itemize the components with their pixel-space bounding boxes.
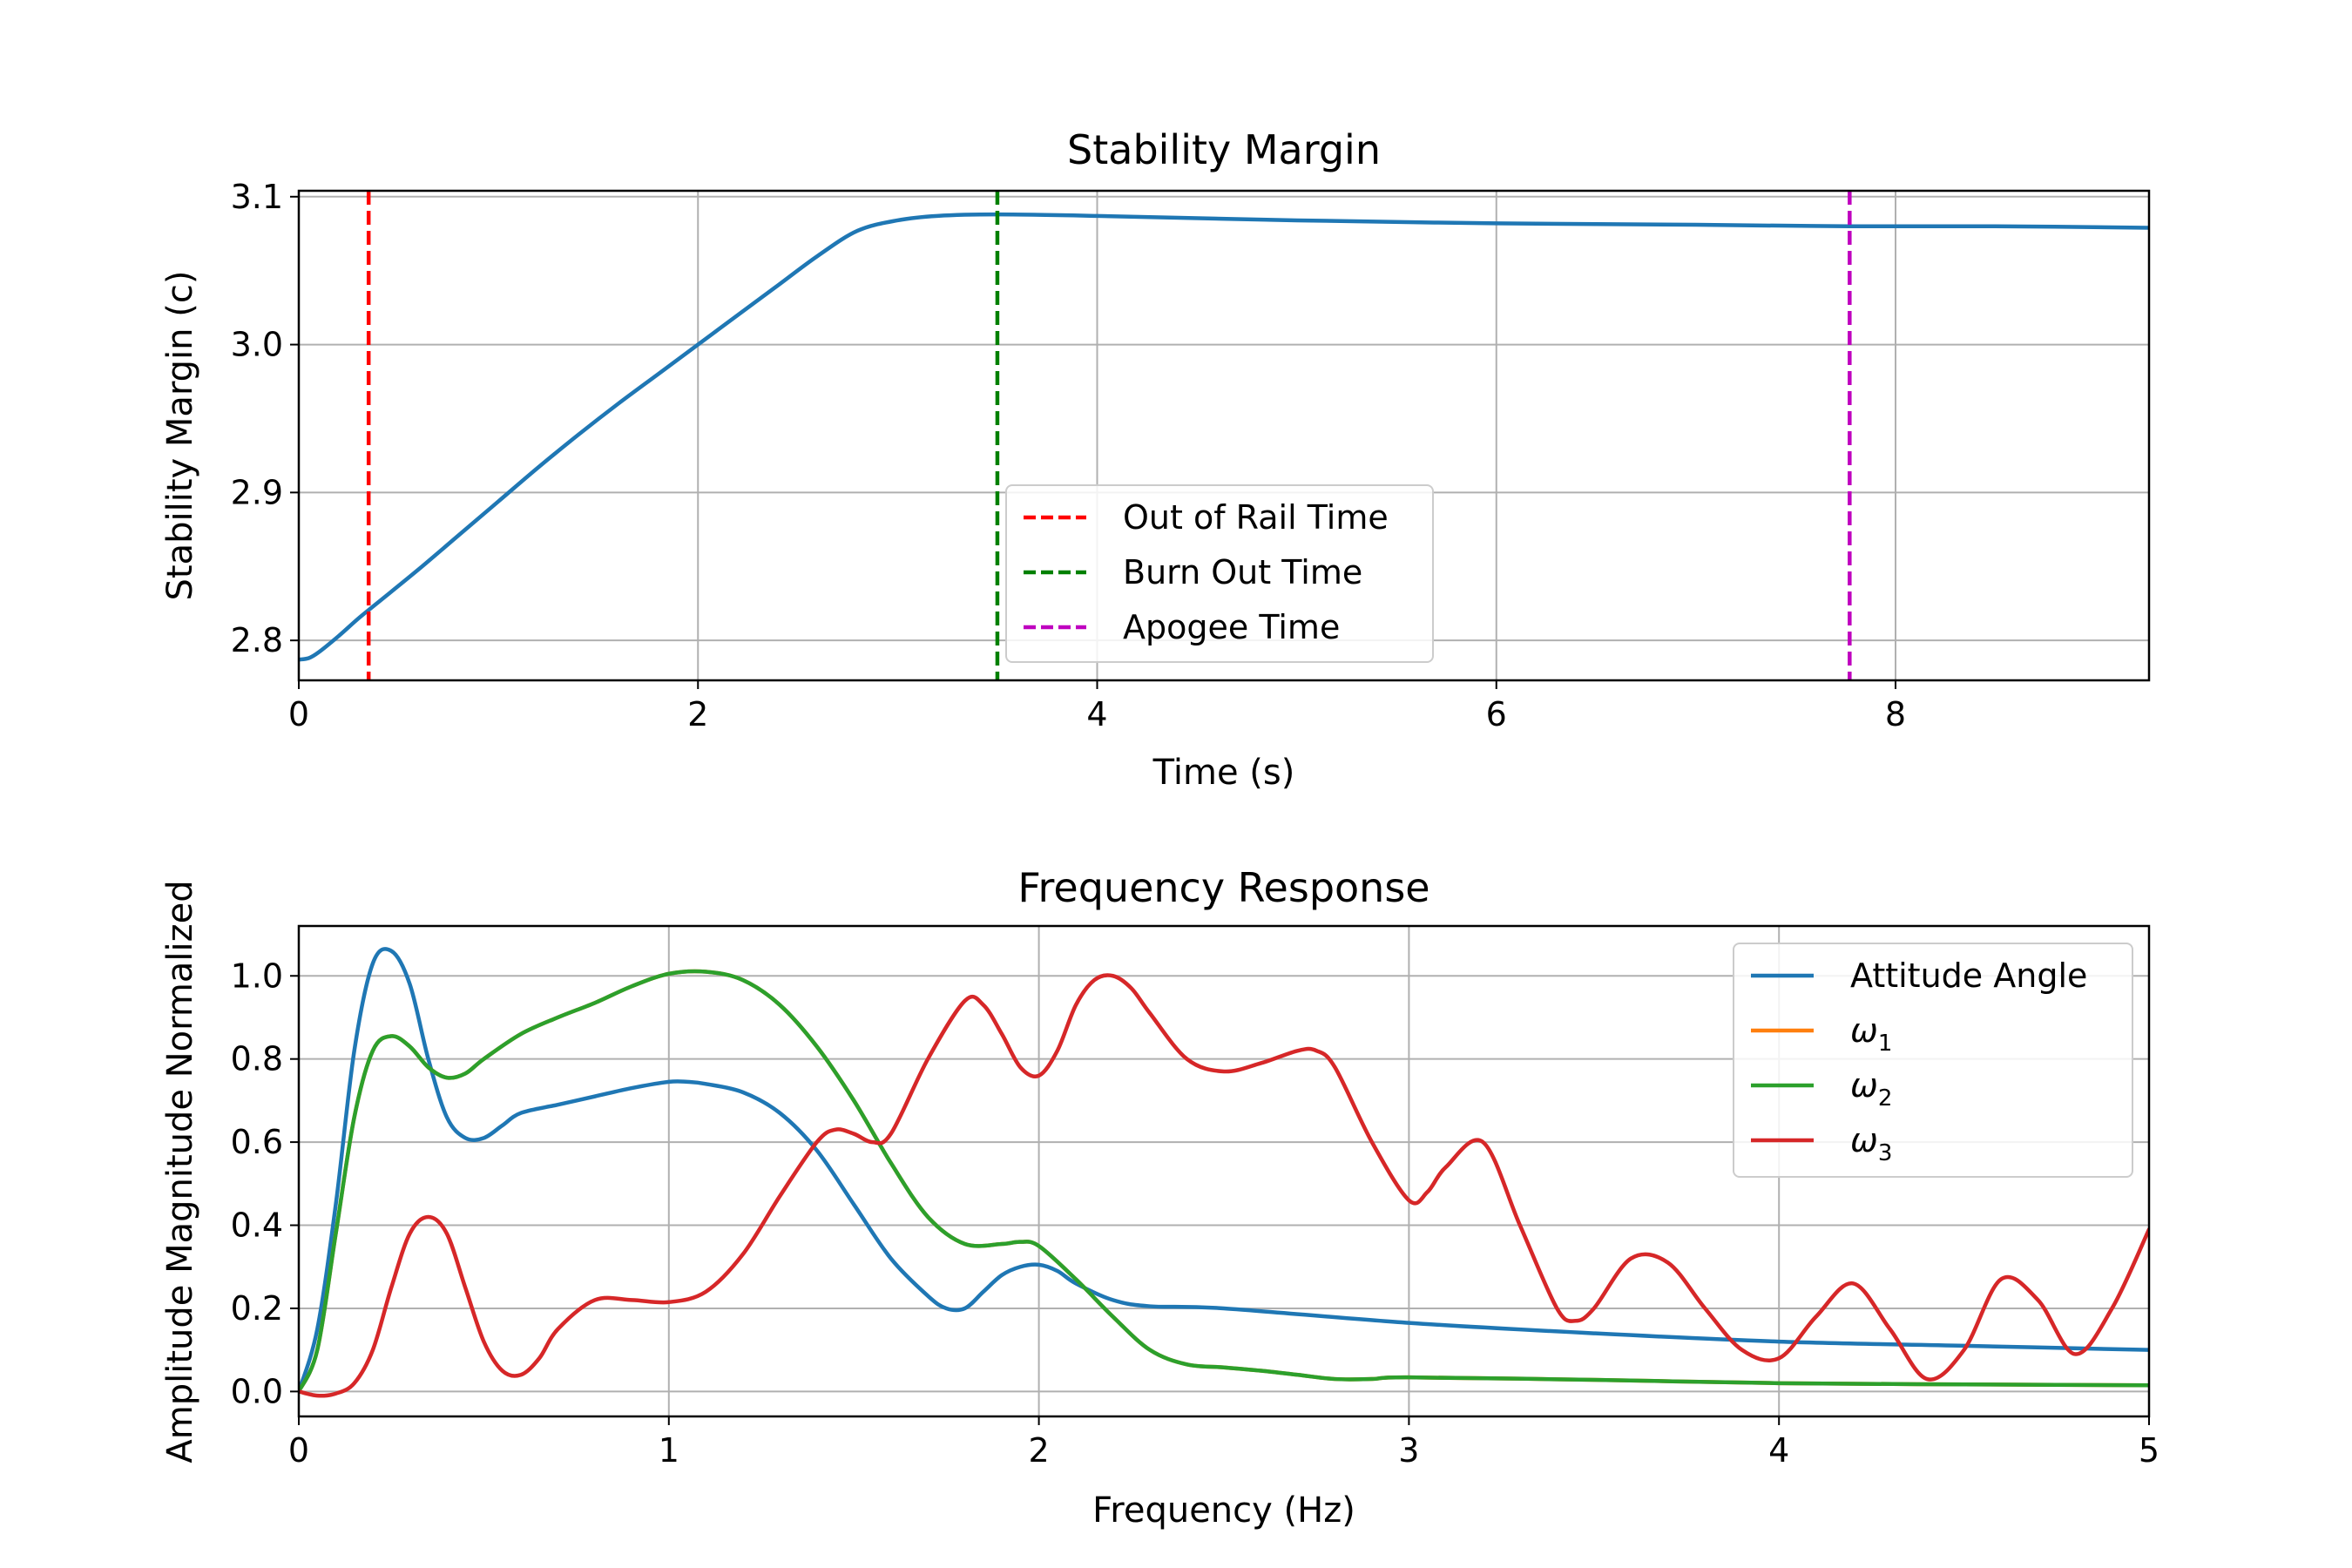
- chart-title: Frequency Response: [1017, 864, 1429, 911]
- x-tick-label: 2: [1029, 1431, 1050, 1470]
- y-tick-label: 0.0: [231, 1372, 283, 1410]
- x-tick-label: 0: [288, 695, 309, 733]
- y-tick-label: 3.1: [231, 178, 283, 216]
- y-tick-label: 1.0: [231, 956, 283, 995]
- y-tick-label: 0.6: [231, 1123, 283, 1161]
- legend-label: ω1: [1850, 1011, 1892, 1057]
- x-tick-label: 8: [1885, 695, 1906, 733]
- frequency-response-chart: Frequency Response 0 1 2 3 4 5 0.0 0.2 0.4 0.6 0.8…: [160, 864, 2159, 1531]
- plot-area: [299, 191, 2149, 680]
- legend: Out of Rail Time Burn Out Time Apogee Time: [1005, 484, 1434, 663]
- y-tick-label: 0.2: [231, 1289, 283, 1328]
- legend-label: Attitude Angle: [1850, 956, 2087, 995]
- x-axis-label: Time (s): [1152, 753, 1295, 793]
- y-axis-label: Stability Margin (c): [160, 271, 200, 601]
- y-tick-label: 3.0: [231, 326, 283, 364]
- y-tick-label: 2.8: [231, 621, 283, 659]
- series-line-1: [299, 212, 2149, 662]
- legend-label: Apogee Time: [1123, 608, 1340, 646]
- legend-frame: [1733, 943, 2133, 1178]
- axes-frame: [297, 189, 2151, 682]
- x-tick-label: 0: [288, 1431, 309, 1470]
- series-line-3: [299, 969, 2149, 1394]
- series-line-1: [299, 947, 2149, 1394]
- series-group: [299, 947, 2149, 1398]
- series-line-4: [299, 973, 2149, 1398]
- series-group: [299, 191, 2149, 680]
- x-tick-label: 5: [2139, 1431, 2159, 1470]
- plot-area: [299, 947, 2149, 1398]
- axes-frame: [297, 924, 2151, 1418]
- legend: Attitude Angle ω1 ω2 ω3: [1733, 943, 2133, 1178]
- legend-label: ω2: [1850, 1066, 1892, 1112]
- legend-label: Out of Rail Time: [1123, 498, 1389, 537]
- y-axis-label: Amplitude Magnitude Normalized: [160, 880, 200, 1463]
- ticks: 0 1 2 3 4 5 0.0 0.2 0.4 0.6 0.8 1.0: [231, 956, 2160, 1470]
- legend-label: Burn Out Time: [1123, 553, 1362, 591]
- y-tick-label: 2.9: [231, 473, 283, 511]
- legend-frame: [1005, 484, 1434, 663]
- y-tick-label: 0.8: [231, 1040, 283, 1078]
- y-tick-label: 0.4: [231, 1206, 283, 1245]
- ticks: 0 2 4 6 8 2.8 2.9 3.0 3.1: [231, 178, 1907, 733]
- legend-label: ω3: [1850, 1121, 1892, 1166]
- x-tick-label: 4: [1768, 1431, 1789, 1470]
- x-tick-label: 1: [659, 1431, 679, 1470]
- x-axis-label: Frequency (Hz): [1092, 1490, 1355, 1531]
- x-tick-label: 6: [1486, 695, 1507, 733]
- x-tick-label: 2: [687, 695, 708, 733]
- x-tick-label: 4: [1086, 695, 1107, 733]
- stability-margin-chart: Stability Margin 0 2 4 6 8 2.8 2.9 3.0 3.1 Time …: [160, 126, 2151, 793]
- x-tick-label: 3: [1398, 1431, 1419, 1470]
- chart-title: Stability Margin: [1067, 126, 1381, 173]
